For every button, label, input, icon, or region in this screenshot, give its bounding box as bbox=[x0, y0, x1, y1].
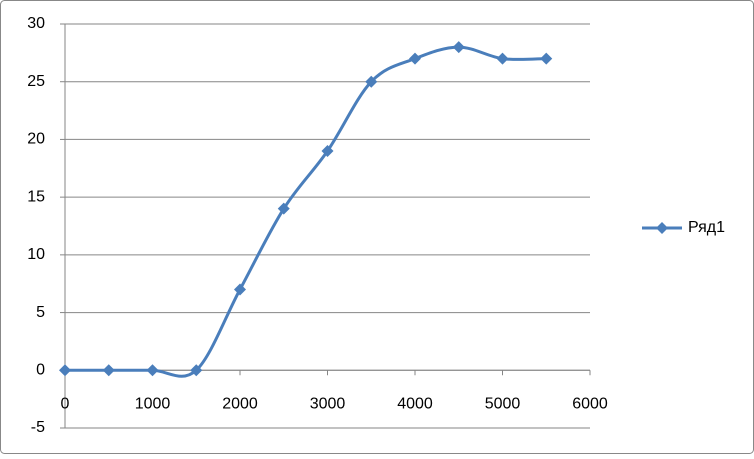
x-tick-label: 0 bbox=[61, 396, 70, 413]
legend-label: Ряд1 bbox=[688, 219, 725, 236]
y-tick-label: 15 bbox=[27, 188, 45, 205]
x-tick-label: 5000 bbox=[485, 396, 521, 413]
x-tick-label: 3000 bbox=[310, 396, 346, 413]
marker bbox=[365, 75, 378, 88]
legend-marker bbox=[656, 222, 668, 234]
y-tick-label: 5 bbox=[36, 304, 45, 321]
y-tick-label: 0 bbox=[36, 362, 45, 379]
marker bbox=[190, 364, 203, 377]
marker bbox=[452, 41, 465, 54]
x-tick-label: 6000 bbox=[572, 396, 608, 413]
y-tick-label: 20 bbox=[27, 131, 45, 148]
marker bbox=[146, 364, 159, 377]
marker bbox=[321, 144, 334, 157]
marker bbox=[496, 52, 509, 65]
marker bbox=[409, 52, 421, 65]
marker bbox=[102, 364, 115, 377]
y-tick-label: 30 bbox=[27, 15, 45, 32]
marker bbox=[59, 364, 71, 377]
y-tick-label: 25 bbox=[27, 73, 45, 90]
y-tick-label: 10 bbox=[27, 246, 45, 263]
x-tick-label: 1000 bbox=[135, 396, 171, 413]
marker bbox=[234, 283, 246, 296]
x-tick-label: 4000 bbox=[397, 396, 433, 413]
marker bbox=[277, 202, 290, 215]
marker bbox=[540, 52, 553, 65]
y-tick-label: -5 bbox=[31, 419, 45, 436]
x-tick-label: 2000 bbox=[222, 396, 258, 413]
